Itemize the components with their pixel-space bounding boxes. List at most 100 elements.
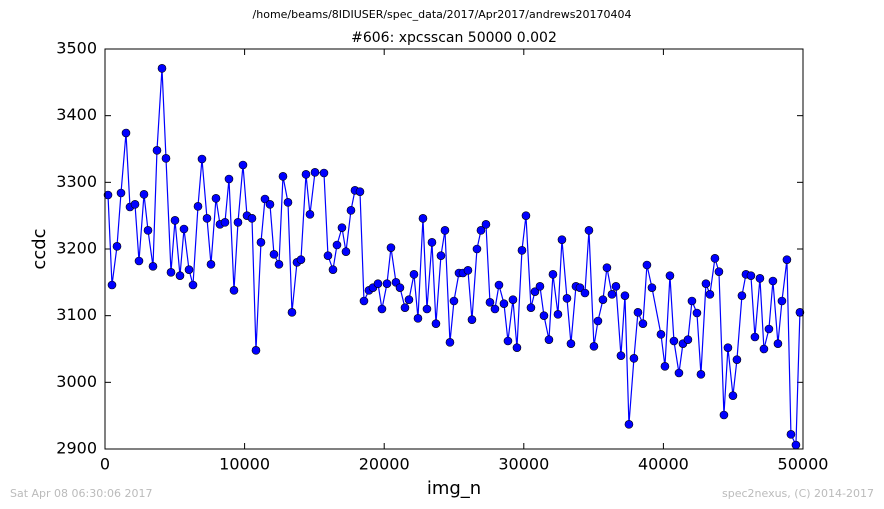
data-point [310, 168, 320, 177]
x-axis-label: img_n [427, 478, 481, 499]
data-point [139, 190, 149, 199]
data-point [233, 218, 243, 227]
data-point [647, 283, 657, 292]
data-point [418, 214, 428, 223]
data-point [359, 296, 369, 306]
data-point [526, 303, 536, 312]
data-point [224, 174, 234, 184]
data-point [445, 338, 455, 347]
data-point [404, 295, 414, 304]
data-point [436, 251, 446, 260]
data-point [112, 242, 122, 251]
data-point [616, 351, 626, 360]
data-point [134, 256, 144, 266]
data-point [449, 296, 459, 306]
data-point [602, 263, 612, 272]
data-point [580, 288, 590, 298]
data-point [179, 224, 189, 234]
data-point [386, 243, 396, 252]
data-point [728, 391, 738, 400]
data-point [633, 308, 643, 317]
data-point [188, 280, 198, 290]
data-point [692, 308, 702, 318]
data-point [265, 200, 275, 209]
data-point [732, 355, 742, 364]
data-point [696, 370, 706, 379]
data-point [746, 271, 756, 280]
x-tick-label: 10000 [219, 455, 270, 474]
data-point [530, 287, 540, 296]
data-point [395, 283, 405, 292]
footer-left: Sat Apr 08 06:30:06 2017 [10, 487, 152, 500]
data-point [481, 220, 491, 229]
data-point [593, 316, 603, 326]
data-point [566, 339, 576, 348]
data-point [274, 260, 284, 269]
data-line [107, 68, 801, 446]
data-point [750, 332, 760, 342]
data-point [660, 362, 670, 371]
data-point [184, 265, 194, 274]
data-point [494, 280, 504, 290]
data-point [539, 311, 549, 320]
data-point [166, 268, 176, 277]
data-point [197, 154, 207, 164]
data-point [377, 304, 387, 314]
y-tick-label: 3100 [56, 305, 97, 324]
data-point [620, 291, 630, 300]
data-point [517, 246, 527, 255]
data-point [251, 346, 261, 355]
data-point [175, 271, 185, 280]
data-point [476, 226, 486, 235]
data-point [584, 226, 594, 235]
data-point [319, 168, 329, 178]
data-point [220, 218, 230, 227]
x-tick-label: 40000 [638, 455, 689, 474]
data-point [764, 324, 774, 334]
x-tick-label: 30000 [498, 455, 549, 474]
data-point [116, 188, 126, 198]
data-point [607, 290, 617, 299]
y-tick-label: 2900 [56, 439, 97, 458]
data-point [463, 266, 473, 275]
data-point [642, 260, 652, 270]
data-point [332, 240, 342, 250]
data-point [467, 315, 477, 324]
data-point [422, 304, 432, 314]
data-point [373, 279, 383, 288]
data-point [211, 194, 221, 203]
data-point [485, 298, 495, 307]
data-point [337, 223, 347, 232]
data-point [638, 319, 648, 328]
data-point [121, 128, 131, 138]
data-point [323, 251, 333, 260]
data-point [148, 262, 158, 271]
data-point [629, 354, 639, 363]
data-point [202, 214, 212, 223]
x-tick-label: 50000 [778, 455, 829, 474]
data-point [301, 170, 311, 179]
data-point [548, 270, 558, 279]
data-point [656, 330, 666, 339]
data-point [687, 296, 697, 306]
data-point [719, 410, 729, 420]
data-point [341, 247, 351, 256]
data-point [589, 342, 599, 351]
data-point [193, 202, 203, 211]
data-point [400, 303, 410, 312]
chart-title: #606: xpcsscan 50000 0.002 [351, 30, 557, 46]
data-point [283, 198, 293, 207]
data-point [355, 187, 365, 196]
data-point [782, 255, 792, 264]
data-point [431, 319, 441, 328]
data-point [130, 200, 140, 209]
data-point [238, 160, 248, 170]
data-point [714, 267, 724, 276]
data-point [786, 430, 796, 439]
data-point [669, 336, 679, 346]
y-tick-label: 3200 [56, 239, 97, 258]
data-point [247, 214, 257, 223]
data-point [773, 339, 783, 348]
data-point [260, 194, 270, 204]
